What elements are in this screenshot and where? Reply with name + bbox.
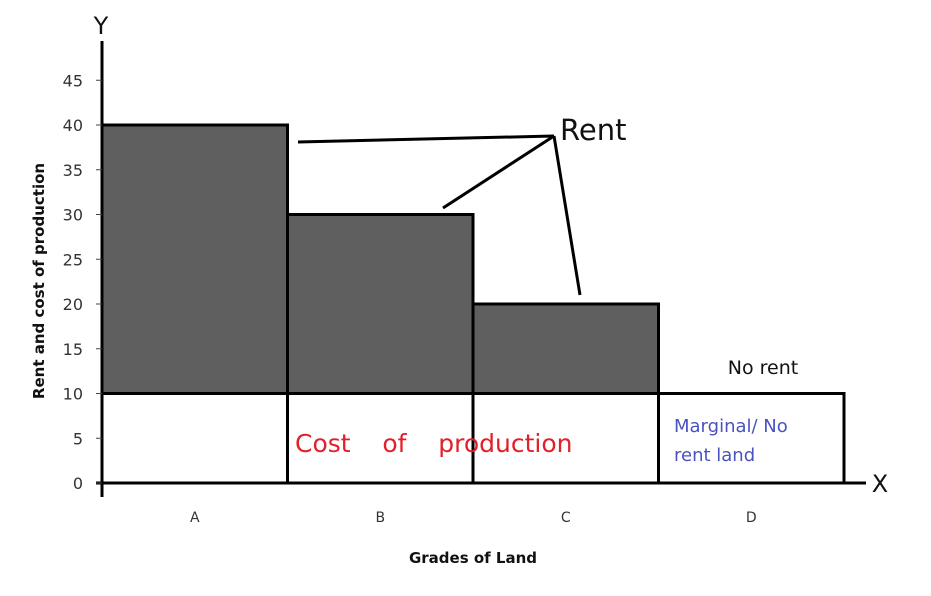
- y-tick-label: 15: [63, 340, 83, 359]
- rent-label: Rent: [560, 113, 626, 147]
- y-tick-label: 40: [63, 116, 83, 135]
- x-axis-title: Grades of Land: [409, 549, 537, 567]
- y-tick-label: 30: [63, 206, 83, 225]
- x-tick-label: B: [375, 510, 385, 526]
- x-axis-letter: X: [872, 470, 888, 498]
- y-axis-title: Rent and cost of production: [30, 163, 48, 399]
- y-axis-letter: Y: [93, 12, 109, 40]
- rent-pointer-c: [552, 135, 582, 296]
- y-tick-label: 10: [63, 385, 83, 404]
- y-tick-label: 0: [73, 474, 83, 493]
- marginal-land-label-line2: rent land: [674, 445, 755, 466]
- cost-bar-c: [471, 392, 660, 485]
- rent-bar-c: [471, 302, 660, 395]
- y-tick-label: 35: [63, 161, 83, 180]
- marginal-land-label-line1: Marginal/ No: [674, 416, 788, 437]
- x-tick-label: D: [746, 510, 757, 526]
- cost-bar-b: [286, 392, 475, 485]
- rent-bar-a: [100, 123, 289, 395]
- rent-bar-b: [286, 213, 475, 395]
- cost-bar-a: [100, 392, 289, 485]
- y-tick-label: 25: [63, 250, 83, 269]
- cost-bar-d: [657, 392, 846, 485]
- x-tick-label: C: [561, 510, 571, 526]
- cost-of-production-label: Cost of production: [295, 429, 573, 458]
- rent-pointer-a: [297, 134, 555, 144]
- y-tick-label: 45: [63, 71, 83, 90]
- y-tick-label: 5: [73, 429, 83, 448]
- x-tick-label: A: [190, 510, 200, 526]
- no-rent-label: No rent: [728, 357, 798, 379]
- y-tick-label: 20: [63, 295, 83, 314]
- rent-pointer-b: [442, 134, 555, 210]
